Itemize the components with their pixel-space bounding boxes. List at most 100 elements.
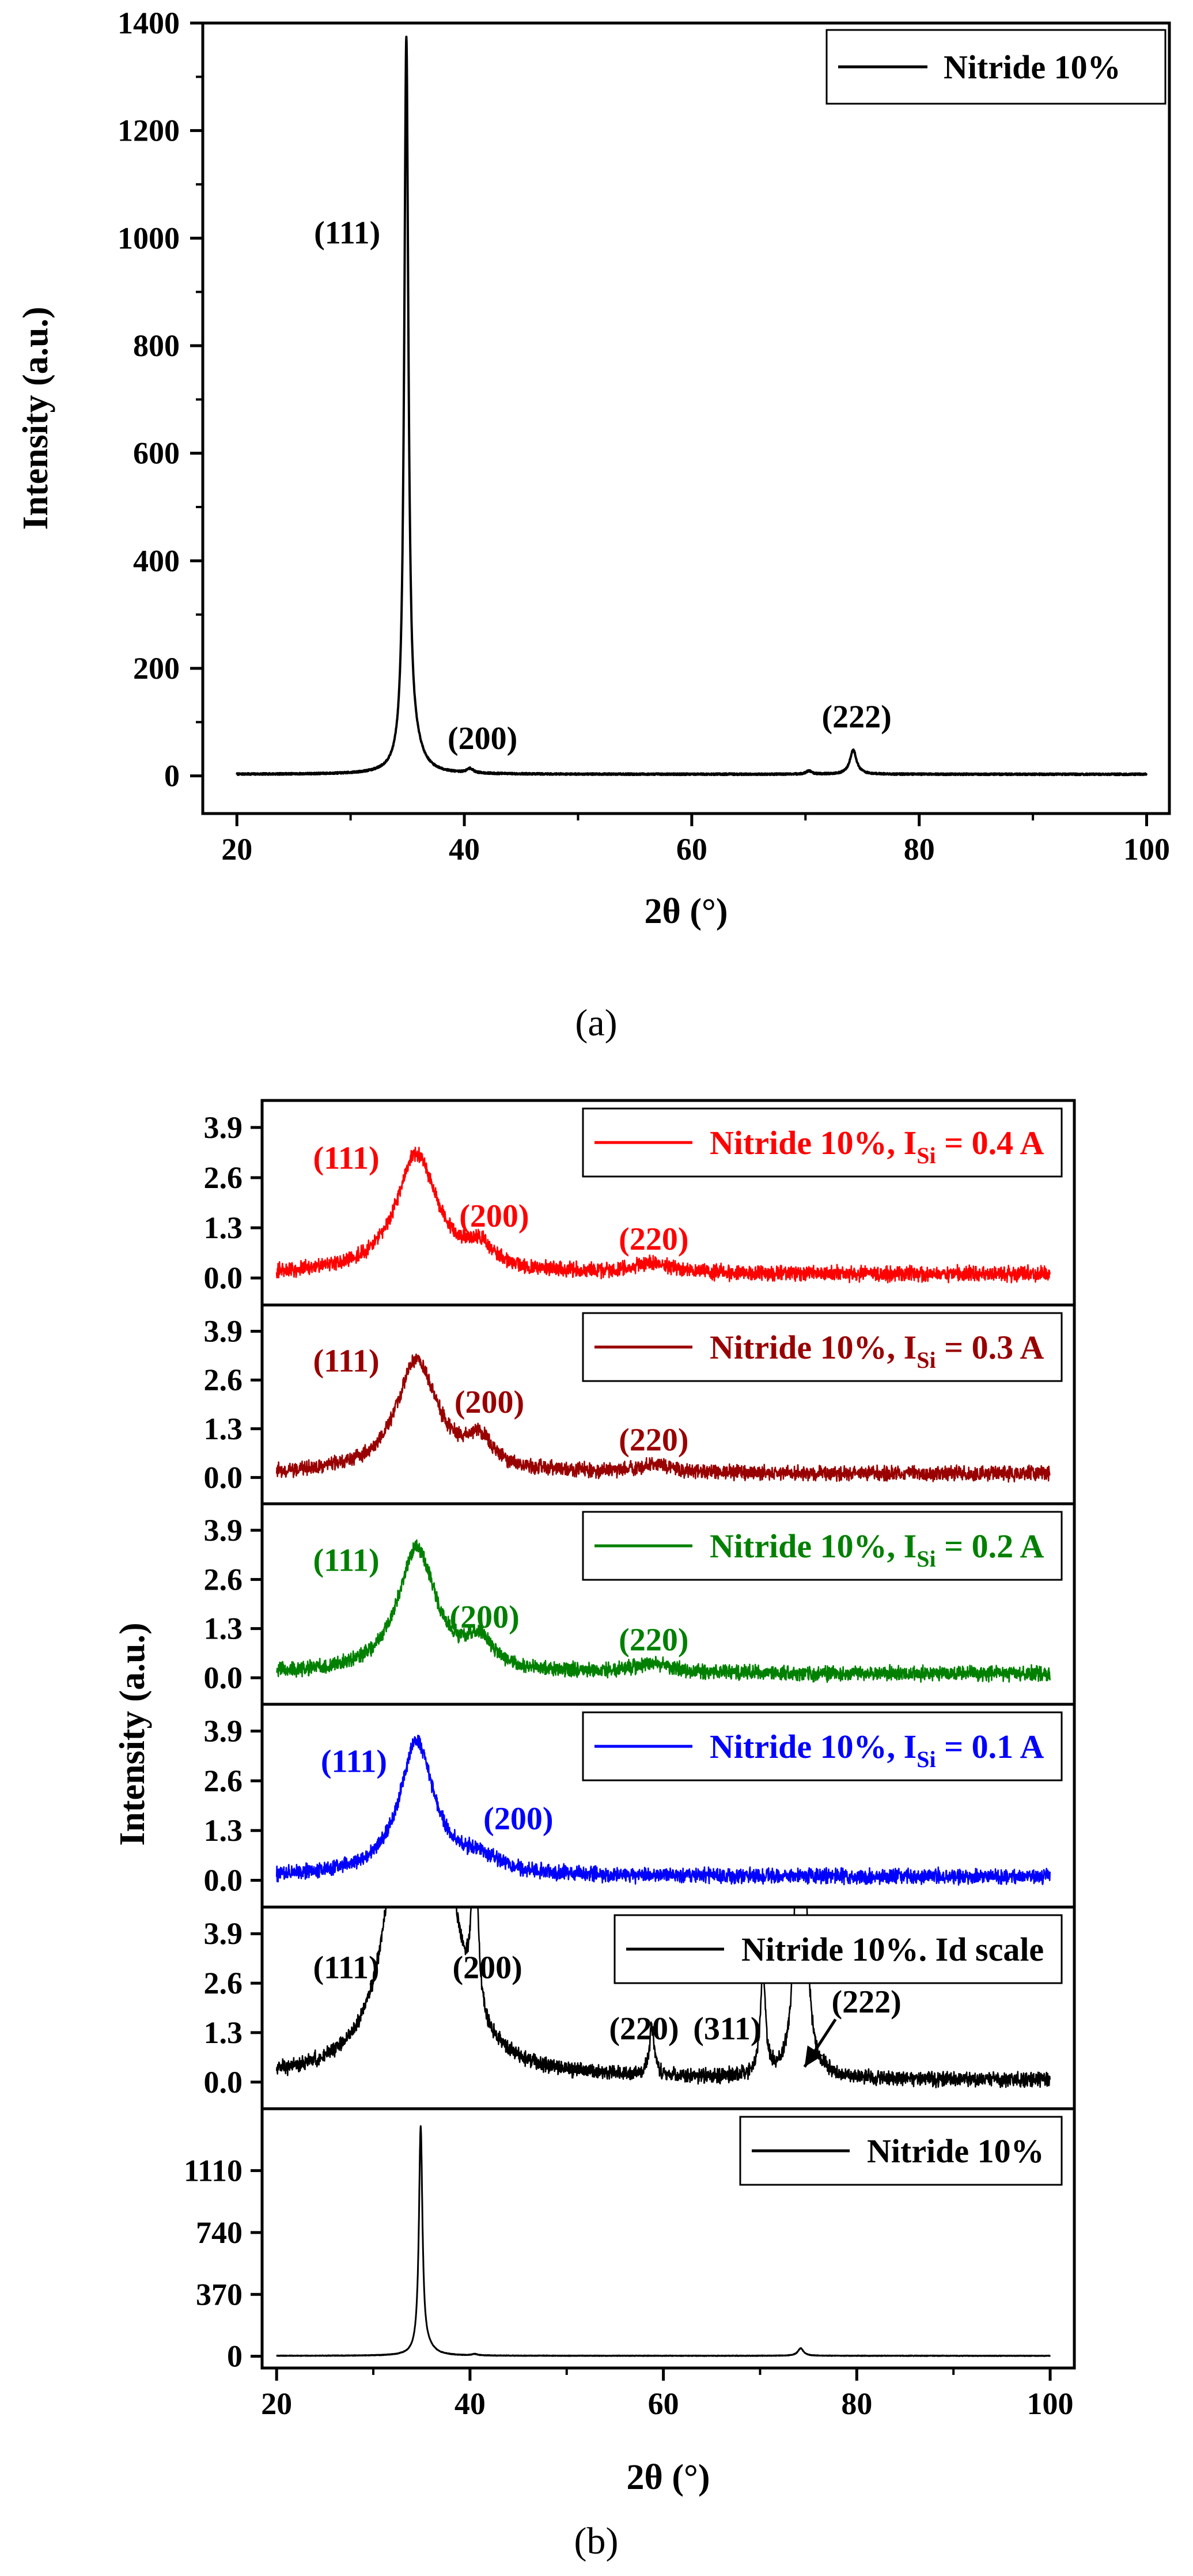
y-tick-label: 3.9: [204, 1713, 243, 1748]
peak-label: (111): [313, 1344, 379, 1379]
panel-5: 0.0 1.3 2.6 3.9 (111) (200) (220) (311) (222) Nit…: [204, 1905, 1076, 2110]
y-tick-label: 370: [196, 2277, 243, 2312]
y-tick-label: 2.6: [204, 1966, 243, 2000]
peak-label: (220): [619, 1622, 688, 1658]
x-tick-label: 100: [1027, 2386, 1074, 2421]
y-tick-label: 3.9: [204, 1916, 243, 1951]
legend-entry: Nitride 10%, ISi = 0.4 A: [710, 1124, 1044, 1168]
x-tick-label: 100: [1123, 832, 1170, 867]
y-axis-title: Intensity (a.u.): [113, 1622, 152, 1846]
y-tick-label: 2.6: [204, 1160, 243, 1195]
legend-entry-suffix: = 0.1 A: [936, 1728, 1044, 1765]
panel-frame: [260, 2107, 1076, 2370]
panel-6: 0 370 740 1110 Nitride 10%: [184, 2107, 1076, 2374]
peak-label: (220): [619, 1221, 688, 1257]
panel-2: 0.0 1.3 2.6 3.9 (111) (200) (220) Nitride 10%, …: [204, 1303, 1076, 1505]
peak-label: (111): [313, 1140, 379, 1176]
legend-entry: Nitride 10%: [944, 48, 1121, 86]
y-tick-label: 2.6: [204, 1562, 243, 1597]
x-axis-title: 2θ (°): [645, 892, 728, 931]
y-tick-label: 0.0: [204, 1460, 243, 1495]
legend-entry-main: Nitride 10%, I: [710, 1728, 916, 1765]
legend-entry-main: Nitride 10%: [867, 2132, 1044, 2170]
legend-entry: Nitride 10%, ISi = 0.2 A: [710, 1527, 1044, 1572]
legend-entry-main: Nitride 10%. Id scale: [741, 1931, 1044, 1968]
y-tick-label: 2.6: [204, 1363, 243, 1397]
x-tick-label: 40: [449, 832, 480, 867]
panel-4-legend: Nitride 10%, ISi = 0.1 A: [582, 1711, 1063, 1781]
caption-b: (b): [574, 2520, 619, 2562]
y-tick-label: 0.0: [204, 1660, 243, 1695]
y-tick-label: 0: [227, 2339, 243, 2374]
y-tick-label: 1.3: [204, 2015, 243, 2050]
y-tick-label: 1200: [118, 114, 180, 148]
panel-6-legend: Nitride 10%: [739, 2116, 1063, 2186]
chart-b: 20 40 60 80 100 2θ (°) Intensity (a.u.) 0.0 1.3 2…: [113, 1099, 1076, 2497]
x-tick-label: 80: [904, 832, 935, 867]
x-tick-label: 60: [676, 832, 707, 867]
peak-label: (220): [609, 2011, 679, 2047]
y-tick-label: 0: [164, 759, 180, 793]
peak-label: (200): [455, 1385, 524, 1420]
panel-3: 0.0 1.3 2.6 3.9 (111) (200) (220) Nitride 10%, …: [204, 1502, 1076, 1706]
panel-6-series-line: [276, 2125, 1051, 2357]
panel-4: 0.0 1.3 2.6 3.9 (111) (200) Nitride 10%, ISi =…: [204, 1703, 1076, 1909]
peak-label: (222): [831, 1984, 901, 2020]
legend-entry-subscript: Si: [916, 1143, 936, 1168]
arrow-head: [804, 2045, 823, 2067]
y-tick-label: 0.0: [204, 1863, 243, 1898]
y-axis-title: Intensity (a.u.): [16, 307, 55, 530]
peak-label: (220): [619, 1422, 688, 1458]
legend-entry-main: Nitride 10%, I: [710, 1527, 916, 1565]
panel-5-series-line: [275, 1907, 1051, 2089]
y-tick-label: 1.3: [204, 1412, 243, 1446]
chart-a-frame: [201, 21, 1171, 815]
legend-entry: Nitride 10%, ISi = 0.1 A: [710, 1728, 1044, 1772]
y-tick-label: 1000: [118, 221, 180, 255]
x-tick-label: 60: [648, 2386, 679, 2421]
y-tick-label: 1.3: [204, 1612, 243, 1646]
panel-3-legend: Nitride 10%, ISi = 0.2 A: [582, 1511, 1063, 1581]
panel-3-series-line: [275, 1539, 1051, 1683]
peak-label: (200): [483, 1801, 553, 1837]
y-tick-label: 1400: [118, 6, 180, 40]
y-tick-label: 740: [196, 2215, 243, 2250]
x-tick-label: 20: [261, 2386, 292, 2421]
peak-label: (111): [314, 215, 380, 251]
x-tick-label: 40: [455, 2386, 486, 2421]
legend-entry-subscript: Si: [916, 1746, 936, 1772]
y-tick-label: 1.3: [204, 1211, 243, 1245]
legend-entry: Nitride 10%, ISi = 0.3 A: [710, 1329, 1044, 1373]
x-tick-label: 80: [841, 2386, 872, 2421]
panel-1: 0.0 1.3 2.6 3.9 (111) (200) (220) Nitride 10%, …: [204, 1099, 1076, 1307]
peak-label: (200): [459, 1198, 529, 1234]
panel-4-series-line: [275, 1734, 1051, 1886]
peak-label: (200): [449, 1599, 519, 1635]
y-tick-label: 400: [133, 543, 180, 578]
legend-entry-suffix: = 0.4 A: [936, 1124, 1044, 1162]
legend-entry-main: Nitride 10%, I: [710, 1329, 916, 1366]
y-tick-label: 600: [133, 436, 180, 471]
x-tick-label: 20: [221, 832, 252, 867]
caption-a: (a): [575, 1002, 617, 1044]
legend-entry-subscript: Si: [916, 1347, 936, 1373]
panel-2-legend: Nitride 10%, ISi = 0.3 A: [582, 1312, 1063, 1382]
peak-label: (111): [313, 1542, 379, 1578]
peak-label: (222): [821, 699, 891, 735]
peak-label: (200): [448, 721, 517, 756]
y-tick-label: 0.0: [204, 2065, 243, 2100]
x-axis-title: 2θ (°): [627, 2458, 710, 2497]
y-tick-label: 1.3: [204, 1813, 243, 1848]
panel-1-legend: Nitride 10%, ISi = 0.4 A: [582, 1107, 1063, 1178]
legend-entry-main: Nitride 10%, I: [710, 1124, 916, 1162]
legend-entry: Nitride 10%. Id scale: [741, 1931, 1044, 1968]
legend-a: Nitride 10%: [825, 29, 1167, 105]
y-tick-label: 2.6: [204, 1764, 243, 1798]
series-line-nitride-10: [236, 35, 1148, 777]
legend-entry-subscript: Si: [916, 1546, 936, 1572]
y-tick-label: 800: [133, 328, 180, 363]
panel-5-legend: Nitride 10%. Id scale: [613, 1914, 1063, 1984]
y-tick-label: 3.9: [204, 1110, 243, 1145]
